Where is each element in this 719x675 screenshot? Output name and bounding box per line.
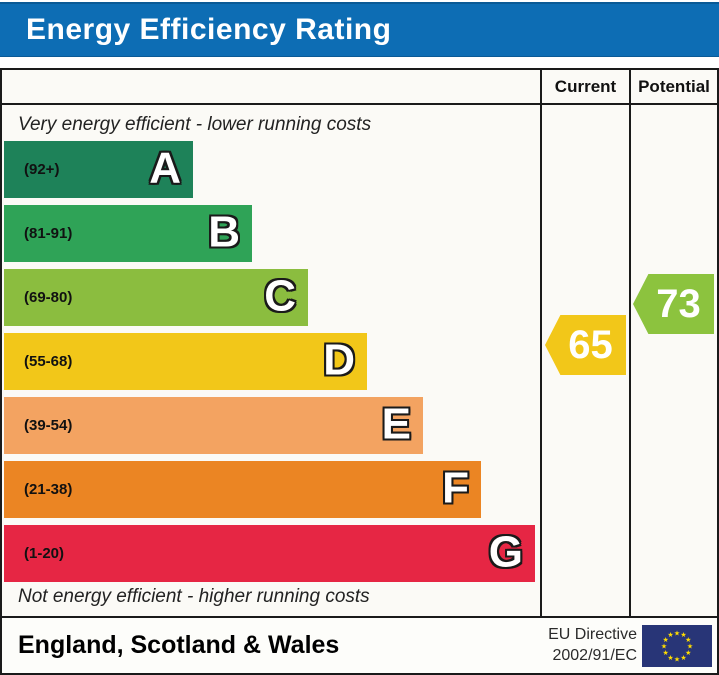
- band-G: (1-20) G: [4, 525, 535, 582]
- svg-text:★: ★: [680, 654, 686, 662]
- top-caption: Very energy efficient - lower running co…: [18, 114, 372, 135]
- band-letter: A: [149, 143, 181, 193]
- band-letter: C: [264, 271, 296, 321]
- band-range-label: (1-20): [24, 545, 65, 562]
- svg-text:★: ★: [680, 631, 686, 639]
- band-range-label: (55-68): [24, 353, 73, 370]
- eu-directive-label: EU Directive 2002/91/EC: [548, 618, 637, 673]
- band-letter: G: [488, 527, 523, 577]
- band-D: (55-68) D: [4, 333, 367, 390]
- band-B: (81-91) B: [4, 205, 252, 262]
- current-rating-tag: 65: [545, 315, 626, 375]
- svg-text:★: ★: [674, 656, 680, 664]
- band-E: (39-54) E: [4, 397, 423, 454]
- footer: England, Scotland & Wales EU Directive 2…: [0, 616, 719, 675]
- band-range-label: (21-38): [24, 481, 73, 498]
- eu-flag-field: [642, 625, 712, 667]
- eu-directive-line2: 2002/91/EC: [552, 646, 637, 664]
- eu-flag-icon: ★ ★★★★★★★★★★★: [642, 625, 712, 667]
- svg-text:★: ★: [674, 630, 680, 638]
- band-letter: D: [323, 335, 355, 385]
- potential-rating-value: 73: [656, 281, 701, 326]
- band-letter: E: [381, 399, 411, 449]
- current-rating-value: 65: [568, 322, 613, 367]
- rating-table: Current Potential Very energy efficient …: [0, 68, 719, 618]
- svg-text:★: ★: [685, 636, 691, 644]
- column-divider-potential: [629, 70, 631, 616]
- page-title: Energy Efficiency Rating: [26, 13, 392, 46]
- region-label: England, Scotland & Wales: [18, 631, 340, 659]
- band-range-label: (39-54): [24, 417, 73, 434]
- band-letter: F: [442, 463, 469, 513]
- band-C: (69-80) C: [4, 269, 308, 326]
- column-divider-current: [540, 70, 542, 616]
- potential-rating-tag: 73: [633, 274, 714, 334]
- band-range-label: (81-91): [24, 225, 73, 242]
- eu-flag-stars: ★ ★★★★★★★★★★★: [661, 630, 693, 664]
- svg-text:★: ★: [667, 654, 673, 662]
- svg-text:★: ★: [685, 649, 691, 657]
- svg-text:★: ★: [667, 631, 673, 639]
- svg-text:★: ★: [687, 643, 693, 651]
- svg-text:★: ★: [663, 649, 669, 657]
- current-column-header: Current: [554, 76, 617, 96]
- band-F: (21-38) F: [4, 461, 481, 518]
- band-range-label: (92+): [24, 161, 60, 178]
- band-A: (92+) A: [4, 141, 193, 198]
- band-range-label: (69-80): [24, 289, 73, 306]
- eu-directive-line1: EU Directive: [548, 625, 637, 643]
- svg-text:★: ★: [663, 636, 669, 644]
- band-letter: B: [208, 207, 240, 257]
- potential-column-header: Potential: [638, 76, 710, 96]
- header-divider: [2, 103, 717, 105]
- bottom-caption: Not energy efficient - higher running co…: [18, 586, 370, 607]
- svg-text:★: ★: [661, 643, 667, 651]
- title-bar: Energy Efficiency Rating: [0, 2, 719, 57]
- bands: (92+) A (81-91) B (69-80) C (55-68) D (39-54) E (2…: [4, 141, 535, 589]
